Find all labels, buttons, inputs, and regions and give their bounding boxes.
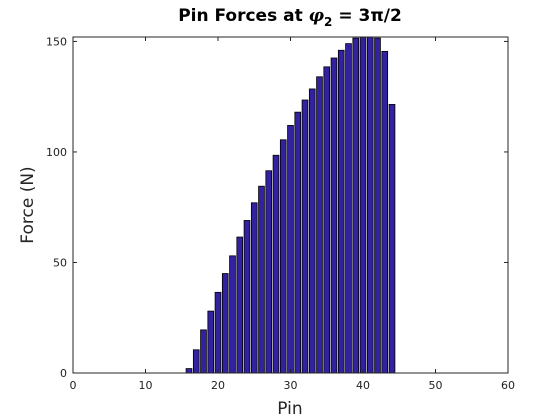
y-tick-label-0: 0 [60,367,67,380]
bar-pin-26 [258,185,265,374]
y-axis-label: Force (N) [18,166,38,243]
x-tick-label-0: 0 [70,379,77,392]
x-tick-label-20: 20 [211,379,225,392]
x-axis-label: Pin [277,399,302,419]
bar-pin-34 [316,76,323,374]
bar-pin-35 [323,66,331,374]
bar-pin-24 [243,220,251,374]
bar-pin-41 [366,36,374,374]
bar-pin-25 [250,202,258,374]
bar-pin-38 [345,43,352,374]
bar-pin-32 [301,99,309,374]
y-tick-label-50: 50 [53,256,67,269]
x-tick-label-50: 50 [429,379,443,392]
x-tick-label-60: 60 [501,379,515,392]
bar-pin-37 [337,49,345,374]
title-phi-symbol: φ [309,6,325,26]
title-suffix: = 3π/2 [332,6,401,26]
bar-pin-36 [330,57,338,374]
tick-labels-group: 0 10 20 30 40 50 60 0 50 100 150 [46,35,515,392]
x-tick-label-40: 40 [356,379,370,392]
ticks-group [72,37,509,374]
bar-pin-20 [214,291,222,374]
x-tick-label-30: 30 [284,379,298,392]
bar-pin-30 [287,125,294,374]
x-tick-label-10: 10 [139,379,153,392]
bar-pin-31 [294,111,302,374]
bar-pin-42 [374,37,381,374]
bar-pin-43 [381,50,389,374]
bar-pin-29 [279,139,287,374]
bar-pin-17 [192,349,200,374]
bar-pin-40 [359,36,367,374]
bar-pin-27 [265,170,273,374]
bar-pin-18 [200,329,207,374]
bar-pin-39 [352,37,360,374]
chart-title: Pin Forces at φ2 = 3π/2 [178,6,402,29]
title-prefix: Pin Forces at [178,6,308,26]
bar-pin-44 [388,104,396,374]
bar-pin-21 [221,273,229,374]
title-subscript: 2 [324,15,332,29]
bar-pin-28 [272,154,280,374]
y-tick-label-150: 150 [46,35,67,48]
bars-group [185,36,396,374]
bar-pin-19 [207,310,215,374]
bar-pin-23 [236,236,244,374]
bar-pin-22 [229,255,236,374]
y-tick-label-100: 100 [46,146,67,159]
bar-pin-16 [185,368,193,374]
bar-pin-33 [308,88,316,374]
